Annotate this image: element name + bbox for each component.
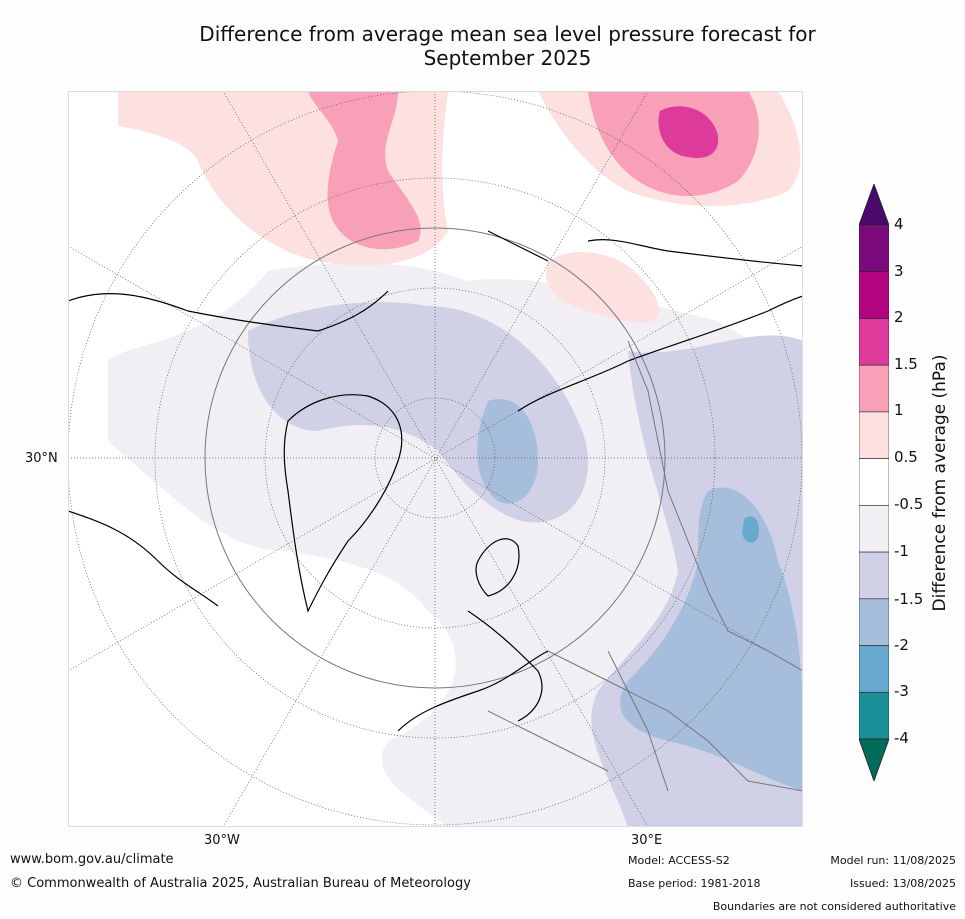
chart-title: Difference from average mean sea level p… xyxy=(160,22,855,70)
colorbar-segment xyxy=(859,691,889,740)
colorbar-segment xyxy=(859,364,889,413)
north-pacific-high-core xyxy=(308,91,421,250)
cbar-tick-neg-1-5: -1.5 xyxy=(894,590,924,608)
footer-copyright: © Commonwealth of Australia 2025, Austra… xyxy=(10,876,471,891)
cbar-tick-2: 2 xyxy=(894,308,904,326)
lon-label-30e: 30°E xyxy=(631,833,663,848)
north-atlantic-high-peak xyxy=(658,106,719,159)
cbar-tick-neg-4: -4 xyxy=(894,729,909,747)
scandinavia-low xyxy=(477,399,538,504)
siberia-low-center xyxy=(742,516,760,543)
cbar-tick-neg-1: -1 xyxy=(894,542,909,560)
cbar-tick-neg-3: -3 xyxy=(894,682,909,700)
colorbar-segment xyxy=(859,224,889,273)
cbar-tick-4: 4 xyxy=(894,215,904,233)
cbar-tick-1-5: 1.5 xyxy=(894,355,918,373)
colorbar-segment xyxy=(859,318,889,366)
colorbar-segment xyxy=(859,645,889,693)
colorbar-segment xyxy=(859,458,889,506)
colorbar-segment xyxy=(859,505,889,553)
cbar-tick-0-5: 0.5 xyxy=(894,448,918,466)
title-line-1: Difference from average mean sea level p… xyxy=(199,22,816,46)
cbar-tick-1: 1 xyxy=(894,401,904,419)
cbar-tick-neg-0-5: -0.5 xyxy=(894,495,924,513)
outer-latitude-circle xyxy=(204,227,666,689)
colorbar-segment xyxy=(859,551,889,600)
colorbar-segment xyxy=(859,598,889,646)
footer-url[interactable]: www.bom.gov.au/climate xyxy=(10,852,174,867)
map-panel xyxy=(68,91,803,827)
country-borders xyxy=(487,340,803,792)
lon-label-30w: 30°W xyxy=(204,833,240,848)
lat-label-30n: 30°N xyxy=(25,451,58,466)
colorbar-segments xyxy=(859,224,889,740)
siberia-low-core xyxy=(620,487,803,791)
colorbar xyxy=(859,184,889,781)
footer-model: Model: ACCESS-S2 xyxy=(628,854,730,867)
colorbar-under-arrow xyxy=(859,738,889,781)
cbar-tick-neg-2: -2 xyxy=(894,636,909,654)
cbar-tick-3: 3 xyxy=(894,262,904,280)
western-europe-high xyxy=(546,251,659,323)
footer-issued: Issued: 13/08/2025 xyxy=(849,877,956,890)
footer-base-period: Base period: 1981-2018 xyxy=(628,877,761,890)
title-line-2: September 2025 xyxy=(423,46,592,70)
coastlines xyxy=(68,230,803,732)
colorbar-segment xyxy=(859,271,889,319)
footer-model-run: Model run: 11/08/2025 xyxy=(830,854,956,867)
colorbar-title: Difference from average (hPa) xyxy=(930,354,950,612)
footer-disclaimer: Boundaries are not considered authoritat… xyxy=(712,900,956,913)
colorbar-segment xyxy=(859,411,889,459)
colorbar-over-arrow xyxy=(859,184,889,226)
